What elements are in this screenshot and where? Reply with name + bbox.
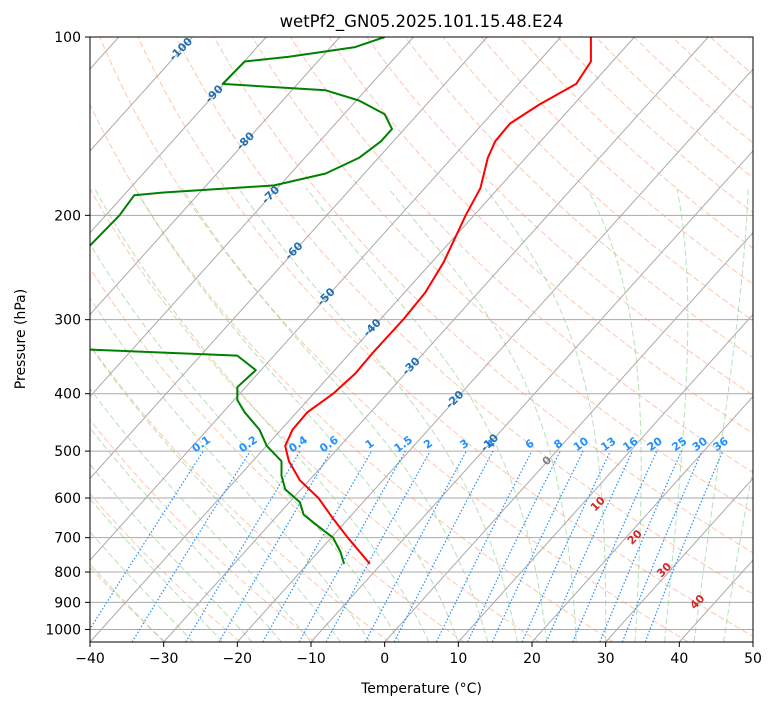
y-tick-label: 200 bbox=[54, 208, 81, 224]
isotherm bbox=[236, 68, 753, 642]
isotherm bbox=[605, 477, 753, 642]
moist-adiabat bbox=[90, 242, 400, 642]
dry-adiabat bbox=[213, 37, 753, 554]
isotherm bbox=[310, 150, 753, 642]
isotherm bbox=[90, 37, 193, 152]
x-axis-title: Temperature (°C) bbox=[360, 681, 482, 697]
mixing-ratio-line bbox=[521, 450, 611, 642]
axes: −40 −30 −20 −10 0 10 20 30 40 50 100 200 300 400 500 60… bbox=[45, 30, 762, 667]
dry-adiabat bbox=[251, 37, 753, 513]
x-tick-label: −20 bbox=[223, 651, 253, 667]
x-tick-label: −40 bbox=[75, 651, 105, 667]
mixing-ratio-line bbox=[491, 450, 584, 642]
dry-adiabat bbox=[90, 493, 241, 642]
dry-adiabat bbox=[90, 103, 614, 642]
mixing-ratio-line bbox=[435, 450, 533, 642]
x-tick-label: −10 bbox=[296, 651, 326, 667]
moist-adiabat bbox=[238, 187, 518, 642]
dry-adiabat bbox=[175, 37, 753, 595]
isotherm bbox=[90, 37, 635, 642]
x-tick-label: −30 bbox=[149, 651, 179, 667]
isotherm bbox=[531, 395, 753, 642]
dry-adiabat bbox=[137, 37, 753, 637]
dewpoint-line bbox=[90, 37, 393, 247]
isotherm bbox=[384, 232, 753, 642]
dry-adiabat bbox=[404, 37, 753, 359]
x-tick-label: 40 bbox=[670, 651, 688, 667]
moist-adiabat bbox=[387, 187, 577, 642]
y-tick-label: 100 bbox=[54, 30, 81, 46]
mixing-ratio-line bbox=[325, 450, 431, 642]
mixing-ratio-line bbox=[262, 450, 373, 642]
temperature-line bbox=[284, 37, 592, 565]
mixing-ratio-line bbox=[298, 450, 406, 642]
dry-adiabat bbox=[90, 187, 540, 642]
y-tick-label: 1000 bbox=[45, 622, 81, 638]
chart-title: wetPf2_GN05.2025.101.15.48.E24 bbox=[280, 12, 564, 32]
isotherm bbox=[752, 641, 753, 642]
isotherm bbox=[163, 37, 709, 642]
moist-adiabat bbox=[94, 187, 430, 642]
dry-adiabat bbox=[442, 37, 753, 322]
y-axis-title: Pressure (hPa) bbox=[13, 289, 29, 389]
moist-adiabat bbox=[693, 188, 749, 642]
moist-adiabat bbox=[664, 188, 689, 642]
x-tick-label: 50 bbox=[744, 651, 762, 667]
isotherm bbox=[90, 37, 341, 316]
isotherm bbox=[457, 313, 753, 642]
background-lines bbox=[90, 37, 753, 642]
isotherm bbox=[90, 37, 488, 480]
moist-adiabat bbox=[90, 387, 312, 642]
moist-adiabat bbox=[484, 187, 607, 642]
dry-adiabat bbox=[90, 267, 465, 642]
dry-adiabat bbox=[481, 37, 753, 285]
moist-adiabat bbox=[90, 297, 371, 642]
y-tick-label: 900 bbox=[54, 595, 81, 611]
plot-background bbox=[90, 37, 753, 642]
y-tick-label: 400 bbox=[54, 387, 81, 403]
mixing-ratio-line bbox=[364, 450, 467, 642]
mixing-ratio-line bbox=[599, 450, 682, 642]
isotherm bbox=[90, 37, 267, 234]
mixing-ratio-line bbox=[466, 450, 561, 642]
y-tick-label: 500 bbox=[54, 444, 81, 460]
dry-adiabat bbox=[328, 37, 753, 435]
x-tick-label: 20 bbox=[523, 651, 541, 667]
moist-adiabat bbox=[586, 187, 642, 642]
x-tick-label: 30 bbox=[597, 651, 615, 667]
mixing-ratio-line bbox=[90, 450, 204, 631]
dry-adiabat bbox=[519, 37, 753, 249]
moist-adiabat bbox=[305, 187, 548, 642]
mixing-ratio-line bbox=[131, 450, 251, 642]
y-tick-label: 300 bbox=[54, 313, 81, 329]
dry-adiabat bbox=[557, 37, 753, 214]
x-tick-label: 0 bbox=[380, 651, 389, 667]
moist-adiabat bbox=[134, 187, 459, 642]
plot-frame bbox=[89, 36, 754, 643]
moist-adiabat bbox=[90, 345, 341, 642]
isotherm bbox=[90, 37, 562, 561]
x-tick-label: 10 bbox=[449, 651, 467, 667]
dry-adiabat bbox=[290, 37, 753, 474]
isotherm bbox=[90, 37, 414, 398]
dry-adiabat bbox=[595, 37, 753, 179]
moist-adiabat bbox=[723, 465, 753, 642]
mixing-ratio-line bbox=[393, 450, 494, 642]
moist-adiabat bbox=[181, 187, 489, 642]
mixing-ratio-line bbox=[621, 450, 703, 642]
dry-adiabat bbox=[99, 37, 689, 642]
y-tick-label: 700 bbox=[54, 531, 81, 547]
y-tick-label: 800 bbox=[54, 565, 81, 581]
dry-adiabat bbox=[366, 37, 753, 396]
y-tick-label: 600 bbox=[54, 491, 81, 507]
mixing-ratio-line bbox=[644, 450, 724, 642]
profile-lines bbox=[90, 37, 592, 565]
dewpoint-line bbox=[90, 348, 346, 565]
